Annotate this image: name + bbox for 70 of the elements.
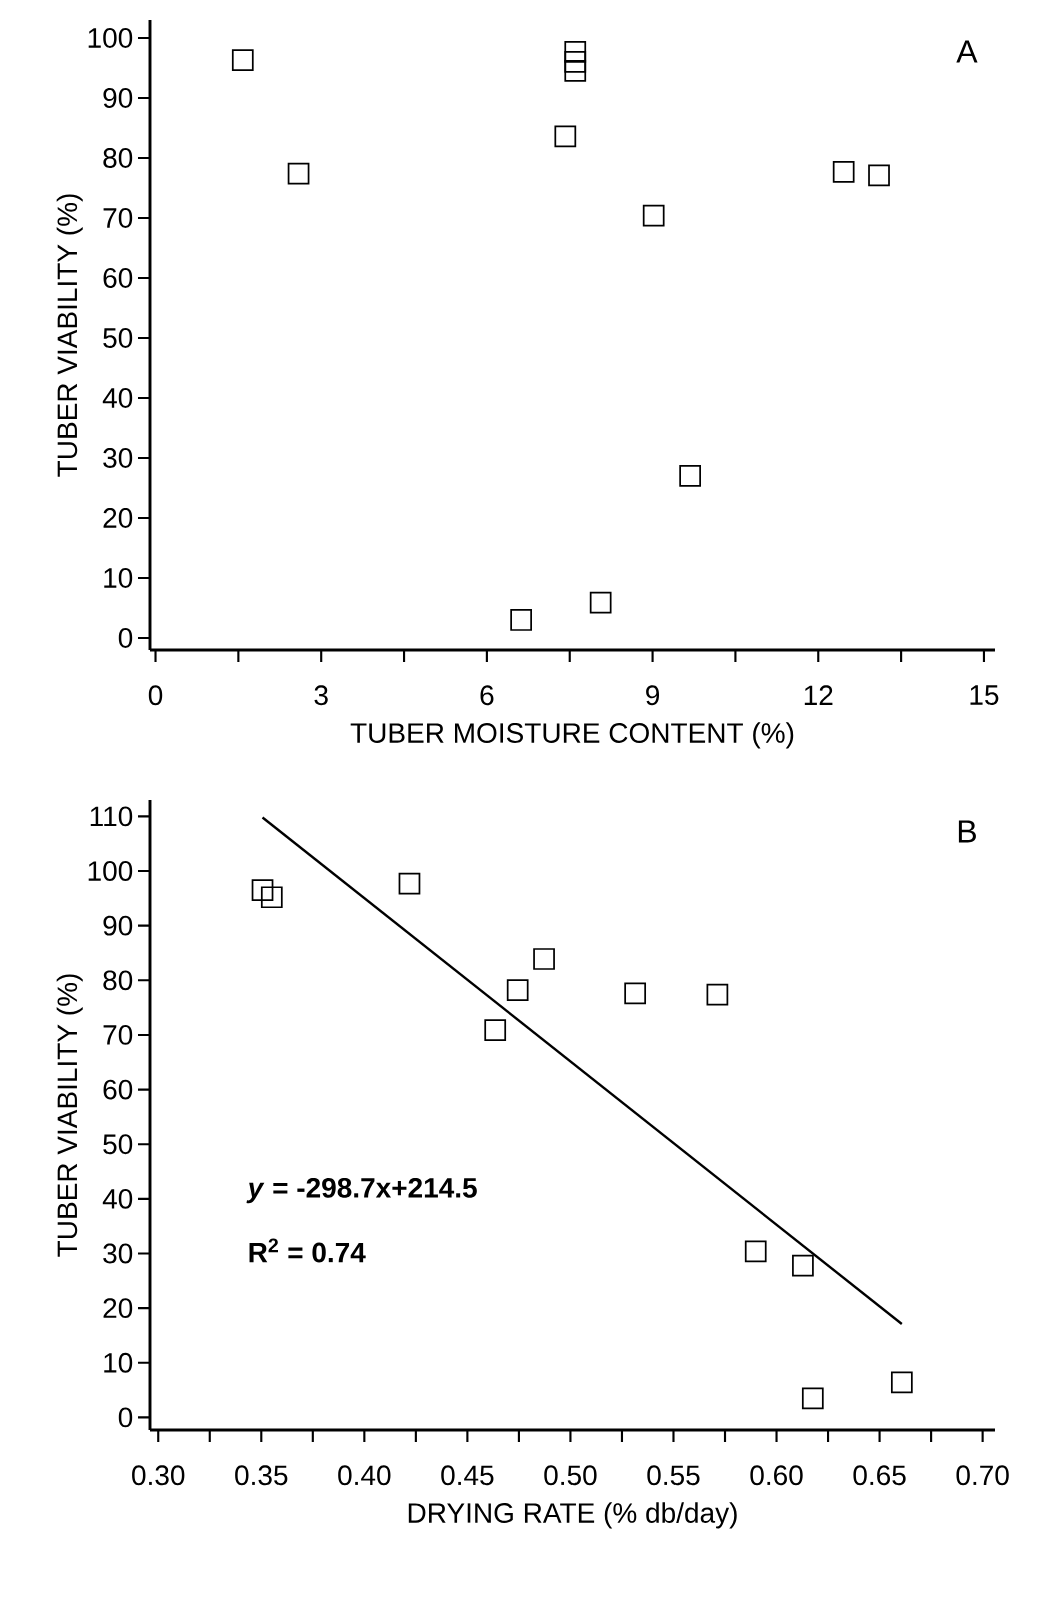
y-tick-label: 10	[104, 568, 133, 588]
y-tick-label: 90	[103, 915, 133, 936]
point	[533, 948, 555, 970]
point	[564, 40, 587, 63]
x-axis-title: TUBER MOISTURE CONTENT (%)	[350, 722, 794, 749]
y-tick-label: 20	[103, 1298, 133, 1319]
x-tick-label: 0.55	[647, 1465, 700, 1486]
y-tick-label: 100	[88, 28, 133, 48]
point	[679, 465, 701, 487]
y-tick-label: 30	[103, 448, 133, 468]
x-tick-label: 15	[970, 685, 999, 705]
x-tick-label: 0.50	[544, 1465, 597, 1486]
point	[801, 1387, 824, 1410]
point	[506, 979, 529, 1002]
annotation: R$^{2}$ = 0.74	[249, 1238, 366, 1263]
y-tick-label: 30	[103, 1243, 133, 1264]
y-tick-label: 0	[118, 1407, 133, 1428]
y-axis-title: TUBER VIABILITY (%)	[56, 194, 83, 477]
y-tick-label: 80	[103, 970, 133, 991]
x-tick-label: 12	[804, 685, 833, 705]
point	[642, 204, 665, 227]
point	[706, 983, 729, 1006]
y-tick-label: 70	[103, 208, 133, 228]
y-tick-label: 80	[103, 148, 133, 168]
point	[624, 982, 647, 1005]
point	[260, 886, 283, 909]
point	[589, 591, 612, 614]
x-axis-title: DRYING RATE (% db/day)	[408, 1502, 737, 1529]
x-tick-label: 9	[646, 685, 660, 706]
point	[564, 51, 587, 73]
x-tick-label: 0	[148, 685, 163, 706]
x-tick-label: 0.45	[441, 1465, 494, 1486]
y-tick-label: 50	[103, 1134, 133, 1155]
y-tick-label: 0	[118, 628, 133, 648]
y-tick-label: 70	[103, 1025, 133, 1045]
y-tick-label: 20	[103, 508, 133, 528]
x-tick-label: 0.35	[235, 1465, 288, 1486]
point	[510, 609, 532, 631]
point	[564, 60, 587, 82]
y-tick-label: 40	[102, 388, 133, 408]
x-tick-label: 0.70	[956, 1465, 1009, 1486]
point	[554, 125, 577, 148]
point	[231, 49, 254, 72]
x-tick-label: 0.40	[338, 1465, 391, 1486]
y-tick-label: 40	[102, 1188, 133, 1209]
x-tick-label: 0.60	[750, 1465, 803, 1486]
point	[287, 162, 310, 185]
point	[792, 1254, 814, 1277]
point	[832, 160, 855, 183]
y-axis-title: TUBER VIABILITY (%)	[56, 974, 83, 1257]
y-tick-label: 50	[103, 328, 133, 348]
annotation: B	[958, 820, 976, 843]
point	[484, 1019, 507, 1041]
x-tick-label: 3	[314, 685, 328, 706]
point	[251, 879, 274, 902]
x-tick-label: 0.30	[132, 1465, 185, 1486]
y-tick-label: 110	[90, 806, 133, 827]
point	[744, 1240, 767, 1263]
annotation: A	[956, 40, 978, 63]
point	[398, 872, 421, 895]
y-tick-label: 100	[88, 861, 133, 881]
annotation: y = -298.7x+214.5	[246, 1177, 477, 1204]
point	[890, 1371, 913, 1394]
x-tick-label: 6	[480, 685, 494, 706]
y-tick-label: 10	[104, 1352, 133, 1373]
point	[868, 164, 890, 187]
y-tick-label: 60	[103, 268, 133, 288]
y-tick-label: 90	[103, 88, 133, 108]
y-tick-label: 60	[103, 1079, 133, 1100]
x-tick-label: 0.65	[853, 1465, 906, 1486]
